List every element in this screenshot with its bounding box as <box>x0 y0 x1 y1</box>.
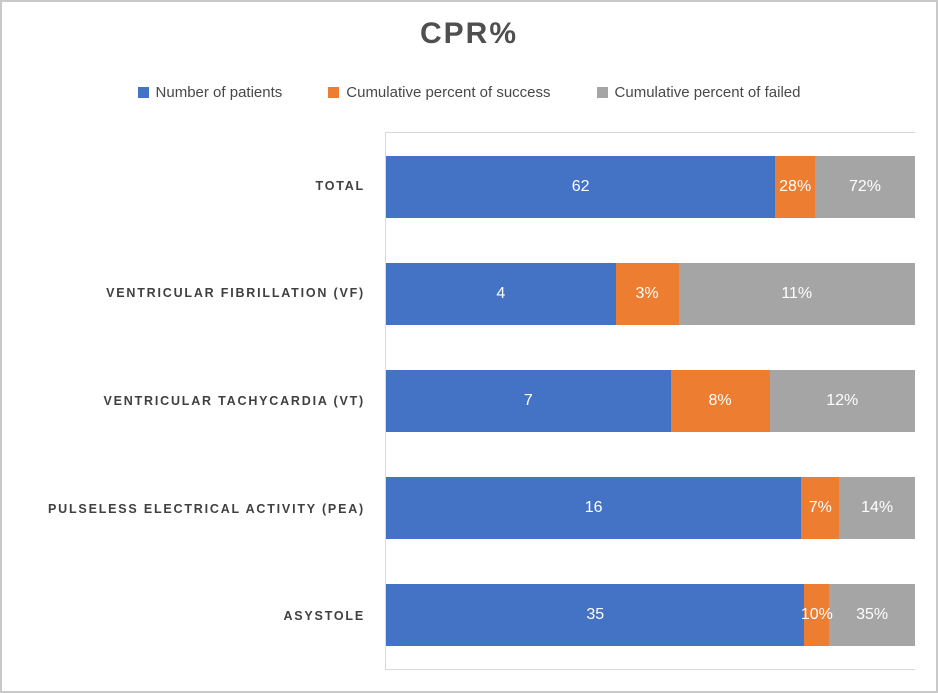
bar-segment-success: 3% <box>615 262 679 325</box>
data-label: 4 <box>496 284 506 302</box>
data-label: 35% <box>856 606 889 624</box>
category-label: PULSELESS ELECTRICAL ACTIVITY (PEA) <box>48 501 365 516</box>
data-label: 7% <box>808 499 832 517</box>
legend-item-patients: Number of patients <box>137 83 283 102</box>
data-label: 12% <box>826 392 859 409</box>
bar-segment-patients: 62 <box>386 155 776 218</box>
data-label: 72% <box>848 177 882 195</box>
stacked-bar: 62 28% 72% <box>386 155 915 218</box>
legend-swatch-blue-icon <box>137 87 149 98</box>
bar-segment-patients: 35 <box>386 584 805 647</box>
data-label: 8% <box>708 392 732 409</box>
stacked-bar: 7 8% 12% <box>386 370 915 432</box>
bar-segment-failed: 72% <box>815 155 915 218</box>
bar-segment-success: 8% <box>670 370 770 432</box>
bar-segment-patients: 16 <box>386 477 802 540</box>
bar-segment-failed: 11% <box>678 262 915 325</box>
data-label: 3% <box>635 284 659 302</box>
legend: Number of patients Cumulative percent of… <box>2 83 936 102</box>
bar-row: 4 3% 11% <box>386 240 915 347</box>
category-label: VENTRICULAR TACHYCARDIA (VT) <box>103 393 365 408</box>
data-label: 10% <box>800 606 833 624</box>
data-label: 28% <box>779 177 812 195</box>
category-label: VENTRICULAR FIBRILLATION (VF) <box>106 286 365 301</box>
bar-segment-failed: 12% <box>769 370 915 432</box>
legend-label: Number of patients <box>155 84 283 101</box>
bar-row: 7 8% 12% <box>386 347 915 454</box>
data-label: 62 <box>571 177 590 195</box>
legend-label: Cumulative percent of success <box>346 84 551 101</box>
bar-row: 16 7% 14% <box>386 455 915 562</box>
bar-row: 62 28% 72% <box>386 133 915 240</box>
bar-segment-patients: 7 <box>386 370 671 432</box>
legend-swatch-gray-icon <box>596 87 608 98</box>
bar-segment-success: 28% <box>775 155 816 218</box>
data-label: 7 <box>523 392 533 409</box>
legend-item-failed: Cumulative percent of failed <box>596 83 801 102</box>
category-label: TOTAL <box>315 178 365 193</box>
bar-row: 35 10% 35% <box>386 562 915 669</box>
legend-label: Cumulative percent of failed <box>614 84 801 101</box>
category-labels: TOTAL VENTRICULAR FIBRILLATION (VF) VENTRI… <box>2 132 365 670</box>
bar-segment-success: 10% <box>801 584 833 647</box>
data-label: 16 <box>584 499 603 517</box>
stacked-bar: 4 3% 11% <box>386 262 915 325</box>
bar-segment-failed: 14% <box>839 477 915 540</box>
stacked-bar: 16 7% 14% <box>386 477 915 540</box>
category-label: ASYSTOLE <box>283 609 365 624</box>
data-label: 35 <box>586 606 605 624</box>
plot-area: 62 28% 72% 4 3% 11% 7 8% 12% 16 7% 14% 35 10% 35% <box>385 132 915 670</box>
bar-segment-success: 7% <box>801 477 840 540</box>
chart-title: CPR% <box>419 17 518 50</box>
data-label: 14% <box>861 499 894 517</box>
bar-segment-patients: 4 <box>386 262 616 325</box>
bar-segment-failed: 35% <box>829 584 915 647</box>
stacked-bar: 35 10% 35% <box>386 584 915 647</box>
legend-swatch-orange-icon <box>328 87 340 98</box>
data-label: 11% <box>781 284 813 302</box>
legend-item-success: Cumulative percent of success <box>328 83 551 102</box>
